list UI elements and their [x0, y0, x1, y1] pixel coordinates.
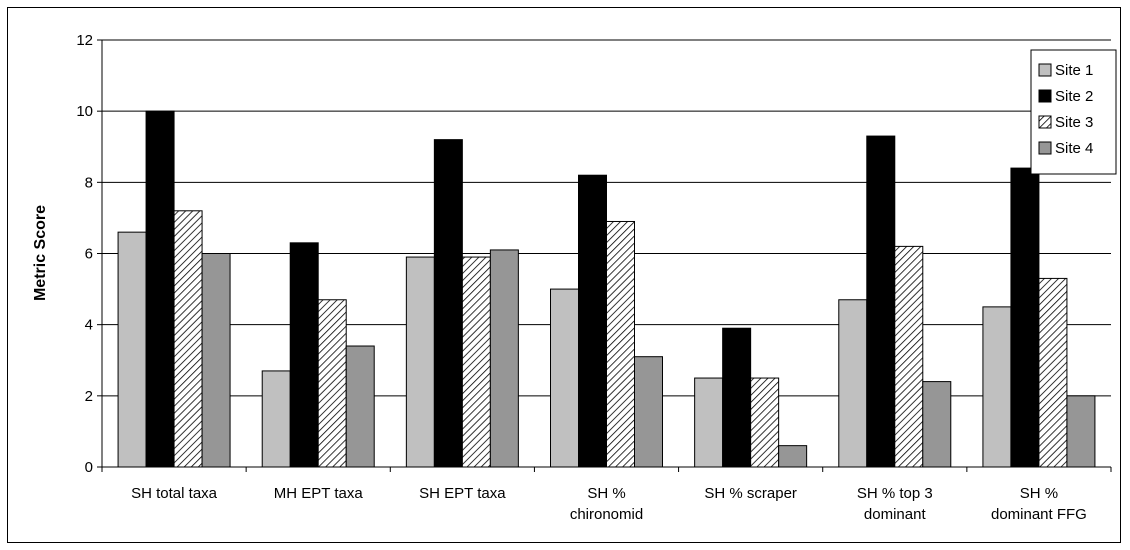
bar-site-3	[317, 299, 347, 468]
x-category-label: SH %	[587, 485, 625, 502]
y-tick-label: 0	[85, 459, 93, 476]
bar-site-1	[261, 370, 291, 468]
bar-site-3	[750, 377, 780, 468]
bar-site-3	[173, 210, 203, 468]
legend-swatch	[1038, 141, 1052, 155]
x-category-label: SH EPT taxa	[419, 485, 506, 502]
bar-site-1	[550, 288, 579, 468]
y-tick-labels: 0 2 4 6 8 10 12	[76, 32, 93, 476]
bar-site-1	[694, 377, 724, 468]
bar-site-4	[201, 253, 231, 468]
bar-site-4	[1066, 395, 1096, 468]
bar-site-4	[778, 445, 808, 468]
bar-site-1	[405, 256, 435, 468]
y-tick-label: 12	[76, 32, 93, 49]
y-tick-label: 6	[85, 246, 93, 263]
legend-swatch	[1038, 89, 1052, 103]
x-category-label: SH % scraper	[704, 485, 797, 502]
bars	[117, 110, 1096, 468]
bar-site-4	[634, 356, 663, 468]
bar-site-1	[838, 299, 868, 468]
bar-site-3	[461, 256, 491, 468]
x-category-label: dominant	[864, 506, 927, 523]
bar-site-1	[117, 231, 147, 468]
x-category-label: SH %	[1020, 485, 1058, 502]
legend-swatch	[1038, 115, 1052, 129]
x-category-label: chironomid	[570, 506, 643, 523]
y-tick-label: 10	[76, 103, 93, 120]
bar-site-3	[606, 220, 635, 468]
bar-site-2	[145, 110, 175, 468]
x-category-labels: SH total taxa MH EPT taxa SH EPT taxa SH % c…	[131, 485, 1087, 523]
legend-swatch	[1038, 63, 1052, 77]
x-category-label: SH total taxa	[131, 485, 218, 502]
bar-site-2	[433, 139, 463, 468]
legend: Site 1 Site 2 Site 3 Site 4	[1030, 49, 1117, 175]
bar-site-1	[982, 306, 1012, 468]
bar-site-3	[894, 245, 924, 468]
y-tick-label: 2	[85, 388, 93, 405]
legend-label: Site 1	[1055, 62, 1093, 79]
y-tick-label: 4	[85, 317, 93, 334]
bar-site-4	[489, 249, 519, 468]
bar-site-4	[345, 345, 375, 468]
bar-site-3	[1038, 277, 1068, 468]
y-axis-title: Metric Score	[32, 205, 49, 301]
x-category-label: dominant FFG	[991, 506, 1087, 523]
bar-site-2	[722, 327, 752, 468]
bar-site-2	[289, 242, 319, 468]
bar-site-2	[866, 135, 896, 468]
bar-site-2	[1010, 167, 1040, 468]
bar-site-2	[578, 174, 607, 468]
bar-site-4	[922, 381, 952, 468]
legend-label: Site 4	[1055, 140, 1093, 157]
x-category-label: SH % top 3	[857, 485, 933, 502]
x-category-label: MH EPT taxa	[274, 485, 364, 502]
legend-label: Site 3	[1055, 114, 1093, 131]
axes	[101, 40, 1112, 472]
y-tick-label: 8	[85, 174, 93, 191]
legend-label: Site 2	[1055, 88, 1093, 105]
